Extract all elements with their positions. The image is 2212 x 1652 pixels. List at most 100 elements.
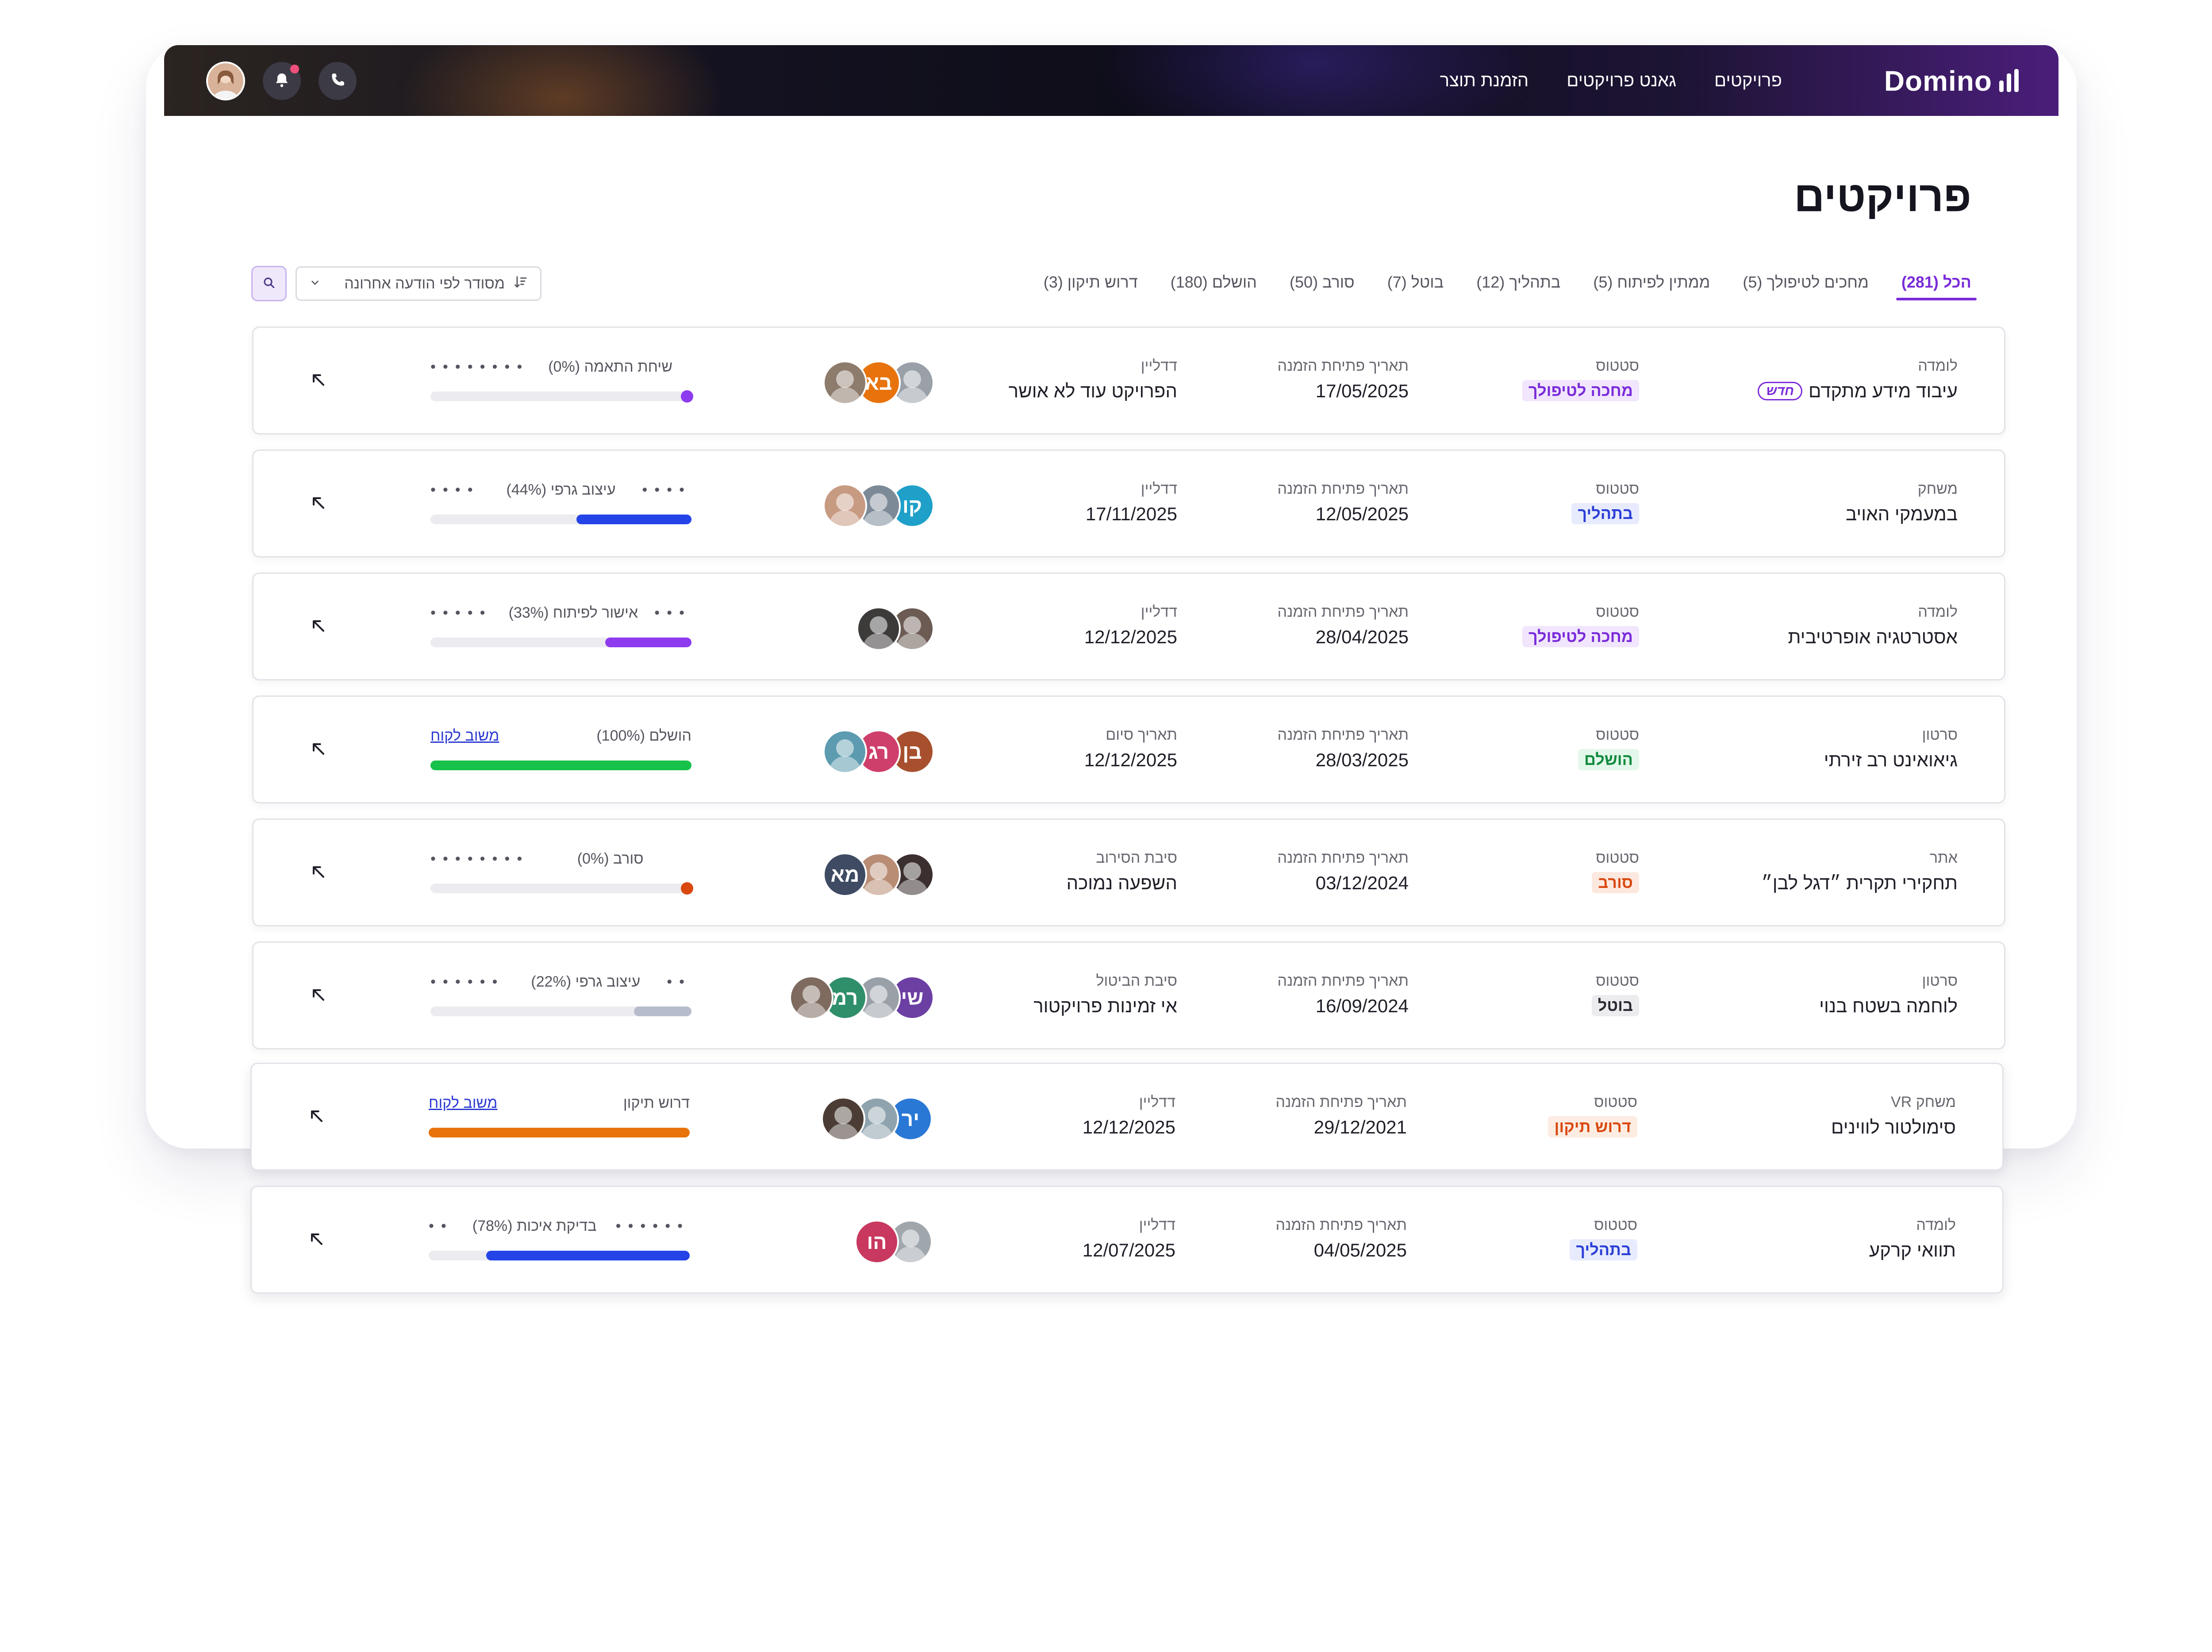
avatar: שי: [890, 976, 934, 1020]
arrow-up-left-icon: [309, 743, 328, 761]
open-date-label: תאריך פתיחת הזמנה: [1277, 849, 1409, 866]
client-feedback-link[interactable]: משוב לקוח: [430, 727, 499, 744]
notification-dot: [290, 65, 299, 73]
open-date: 04/05/2025: [1313, 1240, 1407, 1260]
project-card[interactable]: משחק במעמקי האויב סטטוס בתהליך תאריך פתיחת ה…: [252, 449, 2005, 557]
progress-fill: [430, 761, 691, 770]
project-type: לומדה: [1918, 357, 1958, 374]
team-avatars[interactable]: קו: [823, 484, 934, 528]
open-project-button[interactable]: [307, 1229, 326, 1249]
status-col: סטטוס בתהליך: [1570, 1216, 1637, 1260]
open-project-button[interactable]: [309, 370, 328, 390]
arrow-up-left-icon: [309, 620, 328, 638]
tab-rejected[interactable]: סורב (50): [1290, 273, 1355, 291]
project-name: תחקירי תקרית ״דגל לבן״: [1761, 872, 1958, 893]
open-project-button[interactable]: [309, 985, 328, 1005]
project-card[interactable]: משחק VR סימולטור לווינים סטטוס דרוש תיקון תא…: [250, 1063, 2004, 1171]
project-card[interactable]: סרטון לוחמה בשטח בנוי סטטוס בוטל תאריך פתיחת…: [252, 941, 2005, 1049]
deadline-col: סיבת הביטול אי זמינות פרויקטור: [1033, 972, 1177, 1017]
open-project-button[interactable]: [309, 493, 328, 513]
avatar-initials: מא: [830, 863, 860, 886]
project-card[interactable]: לומדה תוואי קרקע סטטוס בתהליך תאריך פתיחת הז…: [250, 1186, 2004, 1294]
progress-bar: [430, 638, 691, 647]
tab-all[interactable]: הכל (281): [1896, 266, 1977, 300]
project-type-col: סרטון לוחמה בשטח בנוי: [1819, 972, 1958, 1017]
new-badge: חדש: [1758, 382, 1803, 400]
tab-in-progress[interactable]: בתהליך (12): [1476, 273, 1561, 291]
tab-pending-dev[interactable]: ממתין לפיתוח (5): [1593, 273, 1710, 291]
project-card[interactable]: סרטון גיאואינט רב זירתי סטטוס הושלם תאריך פת…: [252, 695, 2005, 803]
avatar-initials: רג: [868, 740, 889, 763]
status-badge: דרוש תיקון: [1548, 1116, 1637, 1137]
project-card[interactable]: אתר תחקירי תקרית ״דגל לבן״ סטטוס סורב תאריך …: [252, 818, 2005, 926]
progress-bar: [429, 1251, 690, 1260]
user-avatar[interactable]: [206, 61, 245, 100]
phone-button[interactable]: [319, 62, 357, 100]
progress-steps-after: ••••••••: [430, 358, 530, 375]
team-avatars[interactable]: הו: [855, 1220, 933, 1264]
nav-link-order[interactable]: הזמנת תוצר: [1440, 70, 1529, 90]
project-type: משחק VR: [1891, 1094, 1956, 1110]
tab-cancelled[interactable]: בוטל (7): [1387, 273, 1444, 291]
avatar-initials: בן: [902, 740, 922, 763]
deadline-col: סיבת הסירוב השפעה נמוכה: [1067, 849, 1177, 894]
open-date: 03/12/2024: [1315, 872, 1409, 893]
open-date-label: תאריך פתיחת הזמנה: [1277, 972, 1409, 989]
open-project-button[interactable]: [307, 1106, 326, 1126]
open-date-col: תאריך פתיחת הזמנה 28/04/2025: [1278, 603, 1409, 648]
deadline-label: דדליין: [1141, 480, 1177, 497]
tab-completed[interactable]: הושלם (180): [1170, 273, 1257, 291]
brand-logo[interactable]: Domino: [1884, 61, 2019, 101]
team-avatars[interactable]: בן רג: [823, 730, 934, 774]
avatar-initials: רמ: [832, 986, 858, 1009]
status-label: סטטוס: [1596, 972, 1639, 989]
arrow-up-left-icon: [307, 1233, 326, 1251]
team-avatars[interactable]: מא: [823, 853, 934, 897]
project-card[interactable]: לומדה עיבוד מידע מתקדם חדש סטטוס מחכה לטיפול…: [252, 327, 2005, 434]
deadline-col: דדליין 17/11/2025: [1086, 480, 1177, 525]
progress-bar: [430, 882, 693, 895]
progress-block: •• עיצוב גרפי (22%) ••••••: [430, 972, 691, 1025]
team-avatars[interactable]: [856, 607, 934, 651]
nav-links: פרויקטים גאנט פרויקטים הזמנת תוצר: [1440, 45, 1782, 116]
team-avatars[interactable]: יר: [821, 1097, 933, 1141]
arrow-up-left-icon: [309, 866, 328, 884]
status-badge: בתהליך: [1570, 1239, 1637, 1260]
team-avatars[interactable]: שי רמ: [789, 976, 934, 1020]
status-col: סטטוס הושלם: [1578, 726, 1639, 770]
open-project-button[interactable]: [309, 616, 328, 636]
status-label: סטטוס: [1596, 603, 1639, 620]
progress-fill: [576, 515, 691, 524]
arrow-up-left-icon: [307, 1110, 326, 1128]
deadline-label: תאריך סיום: [1106, 726, 1177, 743]
status-col: סטטוס דרוש תיקון: [1548, 1093, 1637, 1137]
open-date-label: תאריך פתיחת הזמנה: [1277, 357, 1409, 374]
sort-dropdown[interactable]: מסודר לפי הודעה אחרונה: [296, 266, 541, 301]
nav-link-projects[interactable]: פרויקטים: [1714, 70, 1782, 90]
tab-waiting[interactable]: מחכים לטיפולך (5): [1743, 273, 1869, 291]
project-card[interactable]: לומדה אסטרטגיה אופרטיבית סטטוס מחכה לטיפולך…: [252, 572, 2005, 680]
notifications-button[interactable]: [263, 62, 301, 100]
arrow-up-left-icon: [309, 374, 328, 392]
tab-needs-fix[interactable]: דרוש תיקון (3): [1043, 273, 1138, 291]
progress-label: עיצוב גרפי (44%): [506, 481, 616, 498]
project-name: במעמקי האויב: [1846, 503, 1958, 524]
project-name: סימולטור לווינים: [1831, 1117, 1956, 1137]
chevron-down-icon: [309, 275, 321, 292]
search-button[interactable]: [251, 266, 287, 301]
avatar: [823, 484, 867, 528]
project-type-col: לומדה עיבוד מידע מתקדם חדש: [1758, 357, 1958, 402]
open-project-button[interactable]: [309, 739, 328, 759]
progress-fill: [634, 1007, 691, 1016]
client-feedback-link[interactable]: משוב לקוח: [429, 1094, 498, 1111]
progress-steps-after: ••••••: [430, 973, 505, 990]
status-col: סטטוס מחכה לטיפולך: [1522, 357, 1639, 401]
project-type: לומדה: [1918, 603, 1958, 620]
team-avatars[interactable]: בא: [823, 361, 934, 405]
project-name: אסטרטגיה אופרטיבית: [1788, 626, 1958, 647]
progress-steps-after: ••••••••: [430, 850, 530, 867]
open-project-button[interactable]: [309, 862, 328, 882]
avatar-initials: שי: [901, 986, 924, 1009]
nav-link-gantt[interactable]: גאנט פרויקטים: [1567, 70, 1677, 90]
status-label: סטטוס: [1596, 357, 1639, 374]
